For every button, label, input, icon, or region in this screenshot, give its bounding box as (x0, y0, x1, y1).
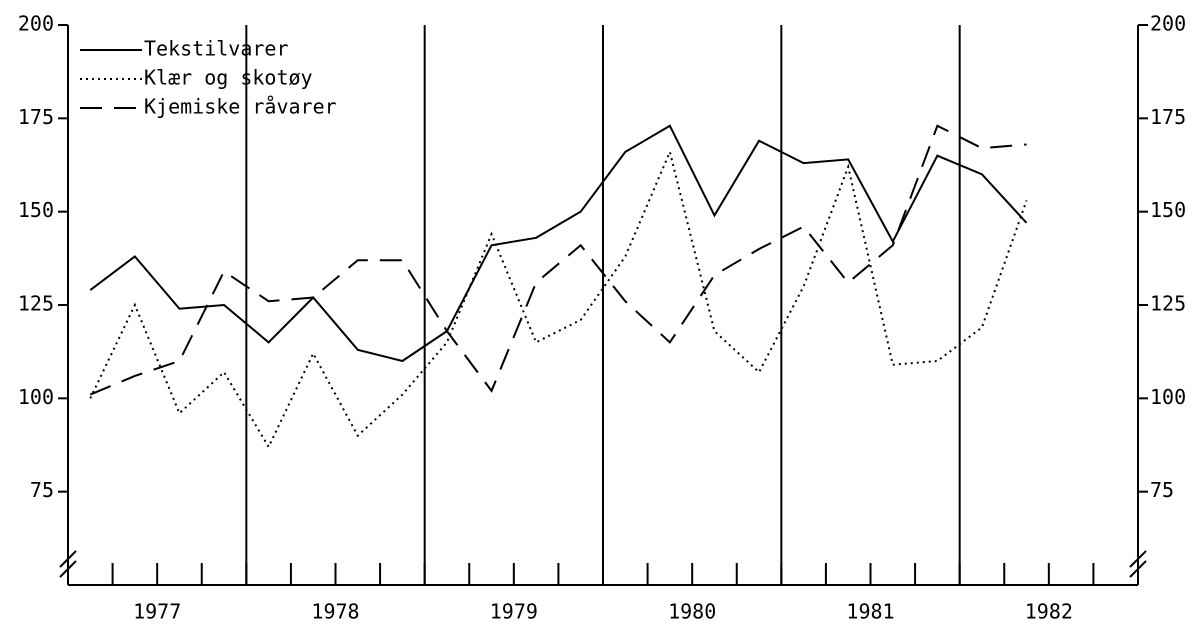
y-tick-label: 125 (18, 292, 54, 316)
y-tick-label: 75 (30, 478, 54, 502)
x-tick-label: 1980 (668, 600, 716, 624)
legend-label: Klær og skotøy (144, 66, 313, 90)
y2-tick-label: 100 (1150, 385, 1186, 409)
legend-label: Tekstilvarer (144, 37, 289, 61)
y2-tick-label: 75 (1150, 478, 1174, 502)
series-line (89, 124, 1028, 363)
y2-tick-label: 125 (1150, 292, 1186, 316)
series-line (89, 148, 1028, 449)
y-tick-label: 150 (18, 198, 54, 222)
axis-break (59, 560, 77, 578)
x-tick-label: 1981 (846, 600, 894, 624)
y-tick-label: 100 (18, 385, 54, 409)
x-tick-label: 1977 (133, 600, 181, 624)
y2-tick-label: 150 (1150, 198, 1186, 222)
series-line (89, 124, 1027, 396)
y2-tick-label: 175 (1150, 105, 1186, 129)
x-tick-label: 1982 (1025, 600, 1073, 624)
y2-tick-label: 200 (1150, 12, 1186, 36)
axis-break (1129, 560, 1147, 578)
axis-break (1129, 550, 1147, 568)
y-tick-label: 175 (18, 105, 54, 129)
legend-label: Kjemiske råvarer (144, 95, 337, 119)
axis-break (59, 550, 77, 568)
x-tick-label: 1979 (490, 600, 538, 624)
y-tick-label: 200 (18, 12, 54, 36)
x-tick-label: 1978 (311, 600, 359, 624)
